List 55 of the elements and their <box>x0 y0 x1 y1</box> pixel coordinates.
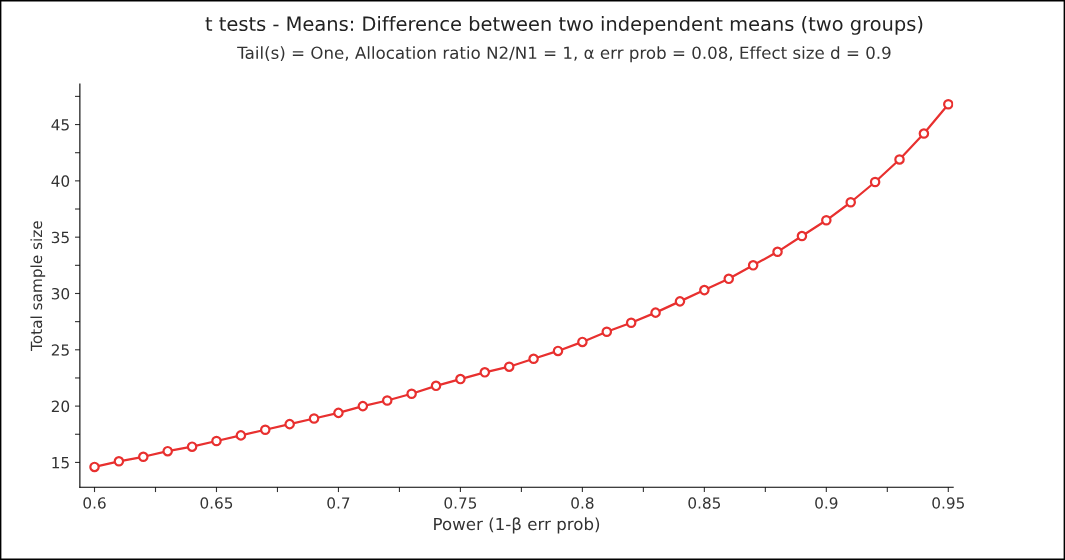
point <box>699 284 710 296</box>
point <box>479 367 491 378</box>
point <box>455 373 466 385</box>
x-tick-label: 0.7 <box>327 497 350 509</box>
point <box>186 441 198 452</box>
point <box>430 380 442 392</box>
point <box>259 424 271 436</box>
point <box>821 215 832 226</box>
point <box>284 418 295 430</box>
point <box>138 451 149 463</box>
point <box>772 246 783 258</box>
y-tick-label: 15 <box>52 457 69 469</box>
x-tick-label: 0.9 <box>815 497 838 509</box>
chart-subtitle: Tail(s) = One, Allocation ratio N2/N1 = 1, α err prob = 0.08, Effect size d = 0.9 <box>237 46 891 63</box>
point <box>113 456 125 467</box>
y-tick-label: 30 <box>51 287 70 300</box>
point <box>577 336 588 348</box>
point <box>528 353 539 365</box>
point <box>601 326 613 338</box>
point <box>869 176 881 188</box>
point <box>308 413 320 424</box>
chart-title: t tests - Means: Difference between two independent means (two groups) <box>205 16 923 35</box>
point <box>552 345 564 357</box>
point <box>650 307 661 318</box>
y-tick-label: 40 <box>51 175 70 187</box>
point <box>723 273 735 285</box>
point <box>918 128 930 139</box>
y-tick-label: 20 <box>51 400 70 413</box>
x-tick-label: 0.85 <box>688 497 721 509</box>
x-tick-label: 0.95 <box>932 497 964 509</box>
x-tick-label: 0.75 <box>444 497 477 509</box>
x-axis-title: Power (1-β err prob) <box>434 517 600 534</box>
x-tick-label: 0.6 <box>83 497 106 509</box>
point <box>796 230 808 242</box>
point <box>211 435 222 447</box>
y-tick-label: 25 <box>51 344 69 356</box>
point <box>162 445 173 457</box>
point <box>89 461 100 473</box>
point <box>674 296 686 307</box>
y-tick-label: 45 <box>51 119 69 131</box>
point <box>845 196 856 208</box>
x-tick-label: 0.8 <box>571 497 594 509</box>
point <box>503 361 515 372</box>
point <box>747 260 759 271</box>
point <box>406 388 417 399</box>
y-tick-label: 35 <box>51 231 69 244</box>
point <box>381 395 393 406</box>
y-axis-title: Total sample size <box>30 221 46 351</box>
point <box>357 400 369 412</box>
point <box>333 407 344 419</box>
point <box>894 154 905 165</box>
x-tick-label: 0.65 <box>200 497 233 509</box>
point <box>625 317 637 329</box>
point <box>943 99 954 110</box>
point <box>235 430 247 441</box>
